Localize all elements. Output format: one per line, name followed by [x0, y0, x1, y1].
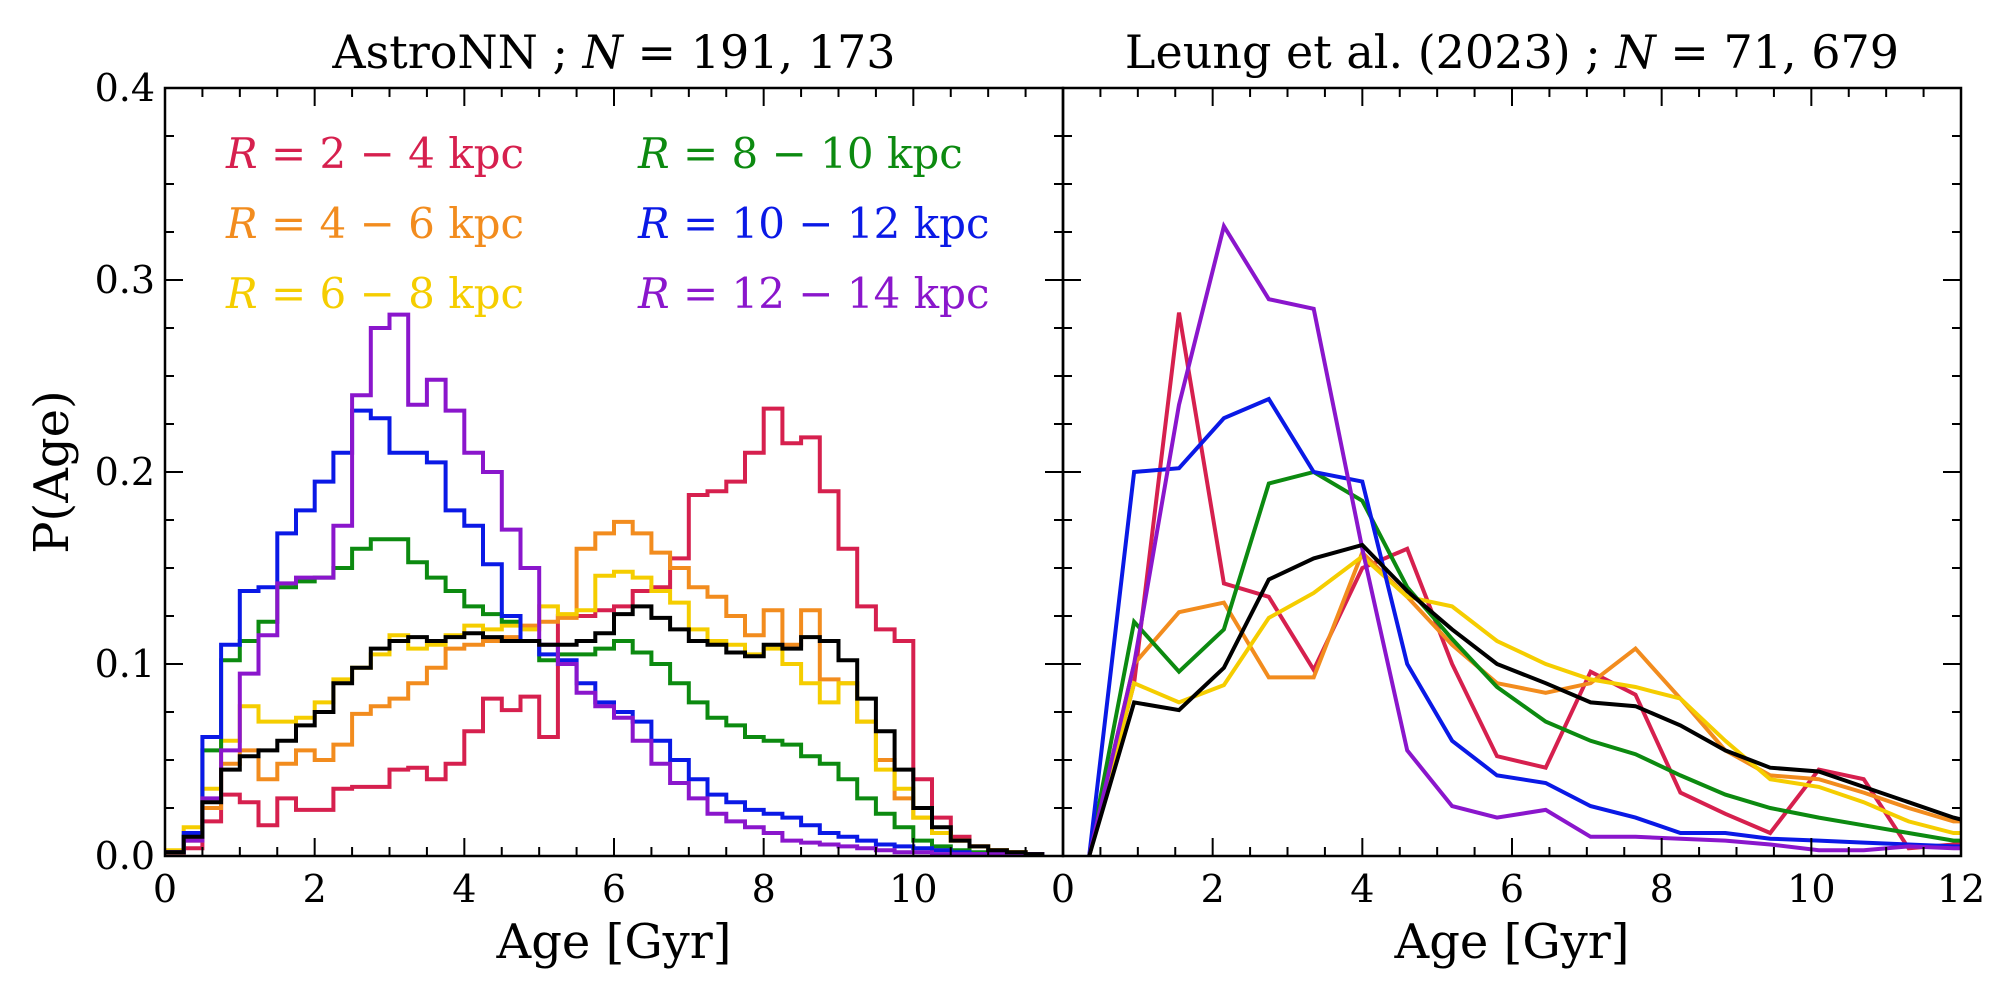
right-series-line-6	[1087, 542, 1962, 857]
y-axis-label: P(Age)	[24, 390, 80, 554]
right-series-line-2	[1087, 553, 1961, 857]
y-tick-label: 0.0	[95, 834, 155, 878]
y-tick-label: 0.3	[95, 258, 155, 302]
left-tick-group: 0 2 4 6 8 10 0.0 0.1 0.2 0.3 0.4	[95, 66, 1064, 911]
left-series-line-0	[165, 406, 1045, 857]
right-x-tick-label: 12	[1937, 867, 1985, 911]
y-tick-label: 0.2	[95, 450, 155, 494]
left-x-axis-label: Age [Gyr]	[496, 914, 732, 970]
legend-entry-4: R = 10 − 12 kpc	[637, 199, 990, 248]
left-series-line-2	[165, 569, 1045, 857]
left-x-tick-label: 2	[303, 867, 327, 911]
left-panel: 0 2 4 6 8 10 0.0 0.1 0.2 0.3 0.4	[95, 66, 1065, 911]
legend-entry-1: R = 4 − 6 kpc	[225, 199, 524, 248]
right-panel-title: Leung et al. (2023) ; N = 71, 679	[1125, 25, 1899, 79]
right-panel: 0 2 4 6 8 10 12	[1051, 86, 1985, 911]
legend-entry-0: R = 2 − 4 kpc	[225, 129, 524, 178]
left-x-tick-label: 4	[452, 867, 476, 911]
left-x-tick-label: 8	[752, 867, 776, 911]
y-tick-label: 0.4	[95, 66, 155, 110]
right-x-tick-label: 6	[1500, 867, 1524, 911]
right-x-tick-label: 8	[1650, 867, 1674, 911]
legend-entry-2: R = 6 − 8 kpc	[225, 269, 524, 318]
right-x-tick-label: 10	[1787, 867, 1835, 911]
right-x-tick-label: 0	[1051, 867, 1075, 911]
right-tick-group: 0 2 4 6 8 10 12	[1051, 87, 1985, 911]
right-x-axis-label: Age [Gyr]	[1394, 914, 1630, 970]
left-panel-title: AstroNN ; N = 191, 173	[331, 25, 895, 79]
right-series-line-4	[1087, 396, 1961, 857]
left-series-line-6	[165, 604, 1045, 857]
left-series-line-3	[165, 537, 1045, 857]
left-x-tick-label: 10	[889, 867, 937, 911]
y-tick-label: 0.1	[95, 642, 155, 686]
left-x-tick-label: 6	[602, 867, 626, 911]
left-x-tick-label: 0	[153, 867, 177, 911]
right-x-tick-label: 4	[1350, 867, 1374, 911]
legend: R = 2 − 4 kpc R = 4 − 6 kpc R = 6 − 8 kpc R…	[225, 129, 990, 318]
legend-entry-3: R = 8 − 10 kpc	[637, 129, 963, 178]
legend-entry-5: R = 12 − 14 kpc	[637, 269, 990, 318]
right-plot-frame	[1061, 86, 1963, 858]
right-x-tick-label: 2	[1201, 867, 1225, 911]
right-series-line-3	[1087, 469, 1961, 857]
right-series-group	[1087, 221, 1962, 857]
left-series-line-5	[165, 312, 1045, 857]
right-series-line-1	[1087, 549, 1961, 857]
left-series-group	[165, 312, 1045, 857]
right-series-line-0	[1087, 312, 1961, 857]
